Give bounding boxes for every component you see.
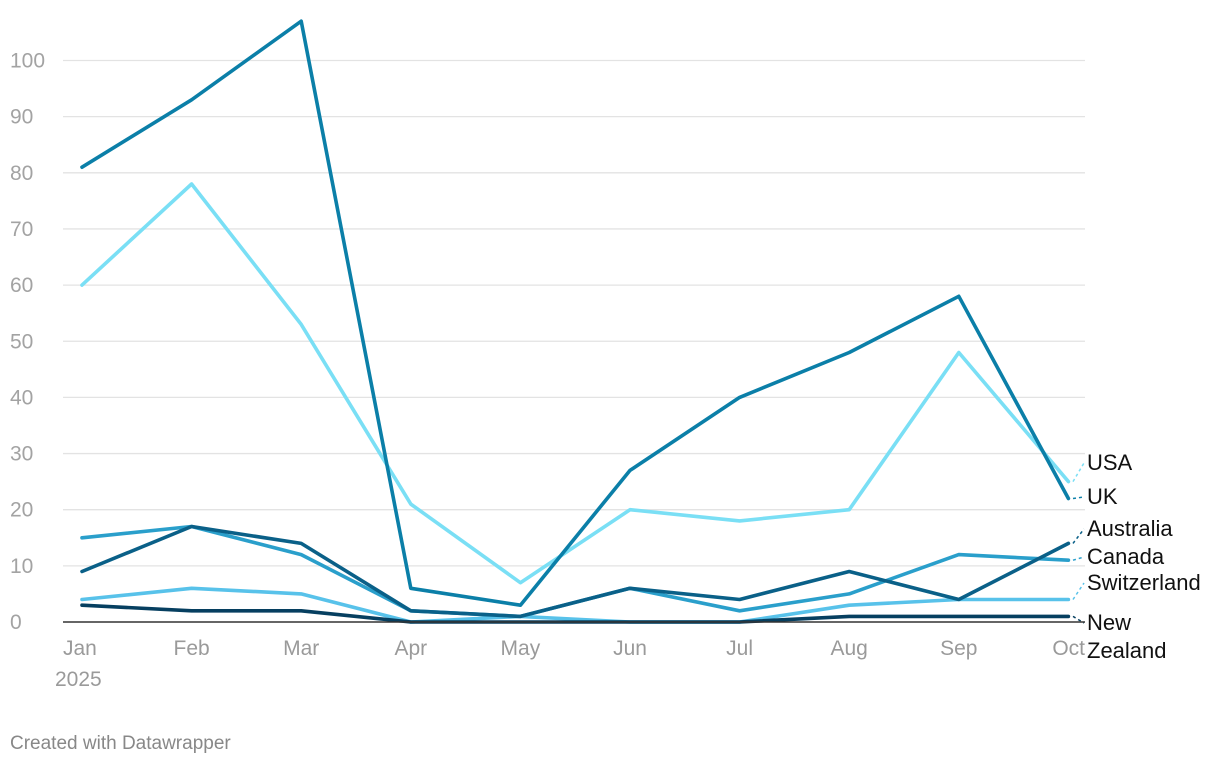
series-label-australia: Australia [1087,516,1173,541]
series-label-new-zealand: Zealand [1087,638,1167,663]
x-tick-label: Apr [394,637,427,660]
x-tick-label: Jun [613,637,647,660]
y-tick-label: 80 [10,162,33,185]
label-connector [1072,582,1085,600]
x-axis-year-label: 2025 [55,668,102,691]
x-tick-label: May [501,637,541,660]
label-connector [1072,462,1085,482]
x-tick-label: Mar [283,637,319,660]
label-connector [1072,556,1085,561]
y-tick-label: 50 [10,330,33,353]
x-tick-label: Aug [831,637,868,660]
label-connector [1072,496,1085,500]
series-line-australia [80,524,1071,619]
series-label-new-zealand: New [1087,610,1131,635]
series-lines [80,19,1071,624]
y-tick-label: 60 [10,274,33,297]
y-tick-label: 100 [10,50,45,73]
gridlines [63,59,1085,567]
y-tick-label: 0 [10,611,22,634]
x-tick-label: Oct [1052,637,1085,660]
y-tick-label: 30 [10,443,33,466]
y-tick-label: 90 [10,106,33,129]
label-connector [1072,528,1085,544]
y-tick-label: 10 [10,555,33,578]
x-axis-tick-labels: Jan Feb Mar Apr May Jun Jul Aug Sep Oct 2025 [55,637,1085,691]
series-line-switzerland [80,586,1071,624]
series-line-usa [80,182,1071,585]
y-tick-label: 70 [10,218,33,241]
x-tick-label: Sep [940,637,977,660]
series-label-uk: UK [1087,484,1118,509]
x-tick-label: Jul [726,637,753,660]
x-tick-label: Jan [63,637,97,660]
series-label-usa: USA [1087,450,1133,475]
y-tick-label: 40 [10,386,33,409]
y-axis-tick-labels: 0 10 20 30 40 50 60 70 80 90 100 [10,50,45,635]
y-tick-label: 20 [10,499,33,522]
series-label-canada: Canada [1087,544,1165,569]
label-connector [1072,615,1085,624]
footer-credit: Created with Datawrapper [10,733,231,754]
x-tick-label: Feb [174,637,210,660]
series-label-switzerland: Switzerland [1087,570,1201,595]
series-direct-labels: UK USA Canada Australia Switzerland New Zealan… [1072,450,1201,663]
series-line-uk [80,19,1071,608]
